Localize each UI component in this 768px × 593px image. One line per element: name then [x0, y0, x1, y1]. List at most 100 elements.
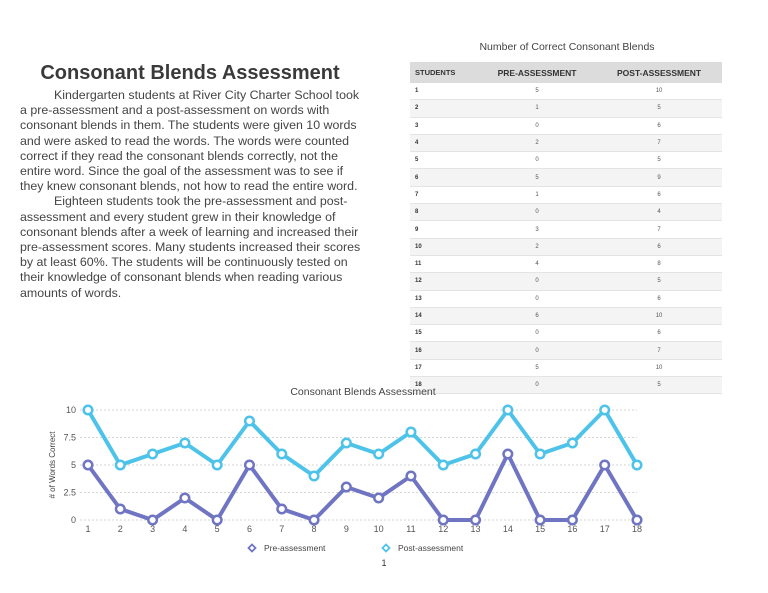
- post-score-cell: 6: [596, 324, 722, 343]
- student-cell: 15: [410, 324, 478, 343]
- student-cell: 7: [410, 186, 478, 205]
- x-tick-label: 13: [471, 524, 481, 534]
- x-tick-label: 9: [344, 524, 349, 534]
- pre-score-cell: 0: [478, 117, 597, 135]
- data-point: [373, 448, 385, 460]
- paragraph-2: Eighteen students took the pre-assessmen…: [20, 194, 361, 300]
- x-tick-label: 16: [567, 524, 577, 534]
- post-score-cell: 4: [596, 203, 722, 222]
- pre-score-cell: 1: [478, 186, 597, 205]
- pre-score-cell: 2: [478, 134, 597, 153]
- legend-label: Post-assessment: [398, 543, 464, 553]
- data-point: [243, 459, 256, 471]
- data-point: [276, 503, 288, 515]
- pre-score-cell: 3: [478, 220, 597, 239]
- student-cell: 16: [410, 341, 478, 360]
- paragraph-1: Kindergarten students at River City Char…: [20, 88, 360, 194]
- data-point: [340, 437, 352, 449]
- header-post-assessment: Post-Assessment: [596, 62, 722, 83]
- line-chart: Consonant Blends Assessment 0 2.5 5 7.5 10 # o…: [48, 386, 643, 553]
- data-point: [469, 514, 482, 526]
- data-point: [147, 514, 159, 526]
- student-cell: 14: [410, 307, 478, 326]
- data-point: [340, 481, 352, 493]
- data-point: [147, 448, 159, 460]
- post-score-cell: 5: [596, 151, 722, 170]
- chart-title: Consonant Blends Assessment: [290, 386, 435, 398]
- pre-score-cell: 0: [478, 341, 597, 360]
- post-score-cell: 7: [596, 220, 722, 239]
- post-score-cell: 5: [596, 376, 722, 395]
- pre-score-cell: 0: [478, 272, 597, 291]
- data-point: [114, 503, 126, 515]
- y-tick-label: 5: [71, 460, 76, 470]
- data-point: [437, 514, 449, 526]
- pre-score-cell: 0: [478, 203, 597, 222]
- post-score-cell: 6: [596, 117, 722, 135]
- post-score-cell: 5: [596, 99, 722, 118]
- pre-score-cell: 5: [478, 83, 597, 101]
- x-tick-label: 5: [215, 524, 220, 534]
- data-point: [534, 448, 546, 460]
- post-score-cell: 7: [596, 341, 722, 360]
- x-tick-label: 11: [406, 524, 415, 534]
- x-tick-label: 3: [150, 524, 155, 534]
- legend-marker-icon: [247, 543, 257, 553]
- pre-score-cell: 1: [478, 99, 597, 118]
- y-tick-label: 7.5: [63, 433, 76, 443]
- post-score-cell: 8: [596, 255, 722, 274]
- student-cell: 12: [410, 272, 478, 291]
- table-header-row: Students Pre-Assessment Post-Assessment: [410, 62, 722, 83]
- x-tick-label: 12: [438, 524, 448, 534]
- student-cell: 1: [410, 83, 478, 101]
- data-point: [502, 448, 514, 460]
- post-score-cell: 6: [596, 290, 722, 308]
- data-point: [599, 459, 611, 471]
- data-point: [502, 404, 514, 416]
- table-row: 15 0 6: [410, 324, 722, 343]
- post-score-cell: 10: [596, 83, 722, 101]
- score-table: Students Pre-Assessment Post-Assessment …: [410, 62, 722, 395]
- x-tick-label: 4: [182, 524, 187, 534]
- data-point: [114, 459, 126, 471]
- x-tick-label: 10: [374, 524, 384, 534]
- y-axis-label: # of Words Correct: [48, 431, 57, 499]
- pre-score-cell: 6: [478, 307, 597, 326]
- document-title: Consonant Blends Assessment: [40, 62, 340, 84]
- student-cell: 10: [410, 238, 478, 256]
- pre-score-cell: 5: [478, 168, 597, 187]
- x-tick-label: 6: [247, 524, 252, 534]
- data-point: [243, 415, 256, 427]
- x-tick-label: 2: [118, 524, 123, 534]
- data-point: [276, 448, 288, 460]
- table-row: 17 5 10: [410, 359, 722, 378]
- series-line-pre: [86, 452, 639, 522]
- student-cell: 4: [410, 134, 478, 153]
- data-point: [179, 492, 191, 504]
- header-pre-assessment: Pre-Assessment: [478, 62, 597, 83]
- x-tick-label: 18: [632, 524, 642, 534]
- data-point: [179, 437, 191, 449]
- header-students: Students: [410, 62, 478, 83]
- table-row: 16 0 7: [410, 341, 722, 360]
- data-point: [631, 459, 643, 471]
- table-caption: Number of Correct Consonant Blends: [479, 41, 655, 53]
- student-cell: 9: [410, 220, 478, 239]
- data-point: [308, 514, 320, 526]
- table-row: 14 6 10: [410, 307, 722, 326]
- pre-score-cell: 4: [478, 255, 597, 274]
- data-point: [566, 437, 578, 449]
- table-row: 13 0 6: [410, 290, 722, 308]
- series-line-post: [86, 408, 639, 478]
- data-point: [82, 404, 94, 416]
- y-tick-label: 2.5: [63, 488, 76, 498]
- x-tick-label: 14: [503, 524, 513, 534]
- pre-score-cell: 0: [478, 324, 597, 343]
- student-cell: 3: [410, 117, 478, 135]
- data-point: [437, 459, 449, 471]
- data-point: [534, 514, 546, 526]
